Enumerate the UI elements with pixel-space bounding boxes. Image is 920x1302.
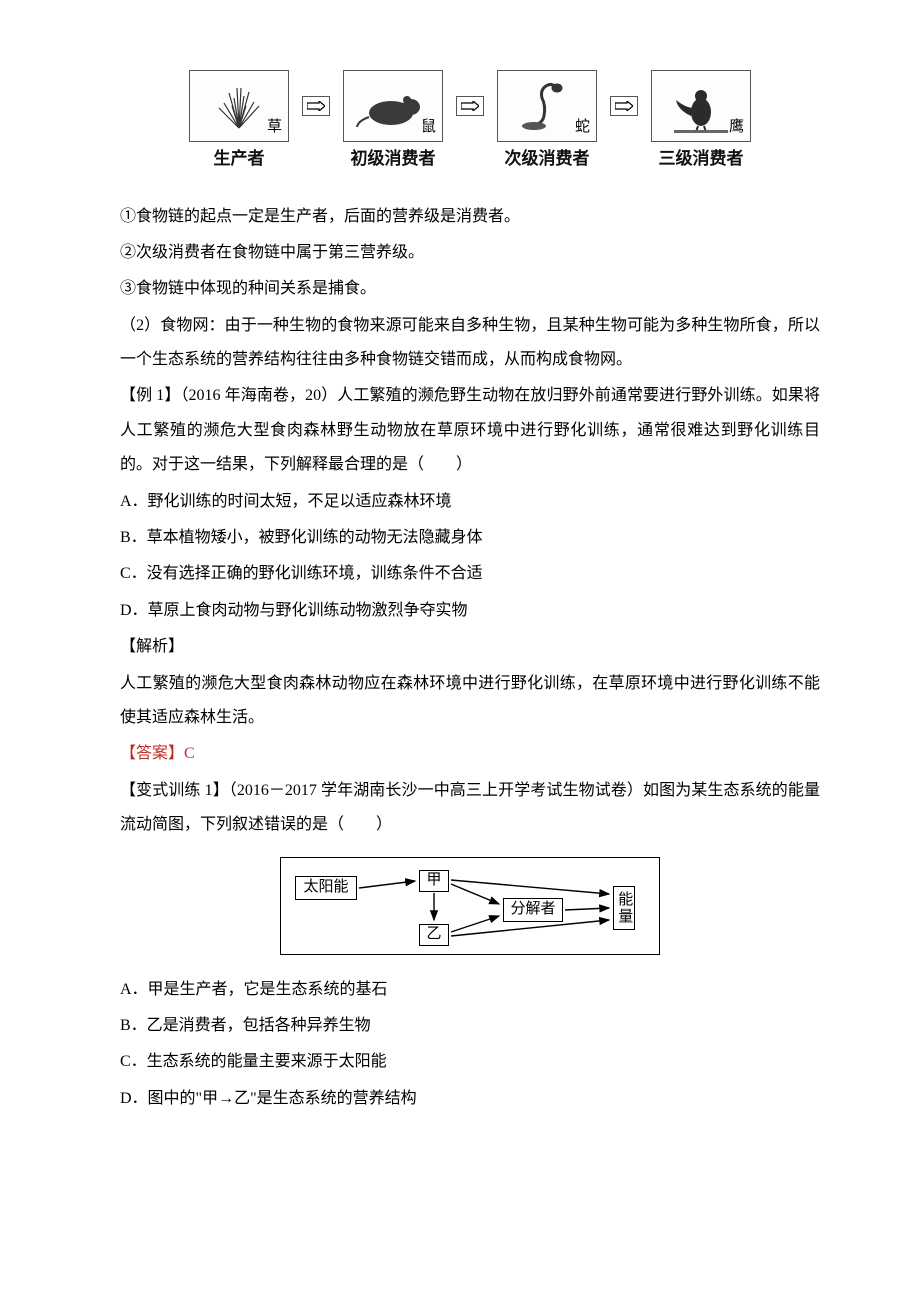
eagle-role: 三级消费者 [659, 146, 744, 172]
snake-image: 蛇 [497, 70, 597, 142]
text-p2: ②次级消费者在食物链中属于第三营养级。 [120, 236, 820, 270]
answer-text: 【答案】C [120, 737, 820, 771]
text-p4: （2）食物网：由于一种生物的食物来源可能来自多种生物，且某种生物可能为多种生物所… [120, 309, 820, 378]
chain-item-grass: 草 生产者 [184, 70, 294, 172]
chain-item-mouse: 鼠 初级消费者 [338, 70, 448, 172]
snake-icon [512, 78, 582, 134]
arrow-icon [302, 96, 330, 116]
eagle-label: 鹰 [729, 116, 744, 139]
variant1-question: 【变式训练 1】（2016－2017 学年湖南长沙一中高三上开学考试生物试卷）如… [120, 774, 820, 843]
example1-option-b: B．草本植物矮小，被野化训练的动物无法隐藏身体 [120, 521, 820, 555]
text-p3: ③食物链中体现的种间关系是捕食。 [120, 272, 820, 306]
mouse-image: 鼠 [343, 70, 443, 142]
example1-question: 【例 1】（2016 年海南卷，20）人工繁殖的濒危野生动物在放归野外前通常要进… [120, 379, 820, 482]
energy-flow-diagram: 太阳能 甲 乙 分解者 能量 [120, 857, 820, 955]
arrow-icon [456, 96, 484, 116]
food-chain-diagram: 草 生产者 鼠 初级消费者 [120, 70, 820, 172]
eagle-icon [666, 78, 736, 134]
flow-diagram-frame: 太阳能 甲 乙 分解者 能量 [280, 857, 660, 955]
grass-role: 生产者 [214, 146, 265, 172]
example1-option-c: C．没有选择正确的野化训练环境，训练条件不合适 [120, 557, 820, 591]
grass-label: 草 [267, 116, 282, 139]
snake-role: 次级消费者 [505, 146, 590, 172]
example1-option-d: D．草原上食肉动物与野化训练动物激烈争夺实物 [120, 594, 820, 628]
arrow-icon [610, 96, 638, 116]
text-p1: ①食物链的起点一定是生产者，后面的营养级是消费者。 [120, 200, 820, 234]
variant1-option-c: C．生态系统的能量主要来源于太阳能 [120, 1045, 820, 1079]
variant1-option-a: A．甲是生产者，它是生态系统的基石 [120, 973, 820, 1007]
chain-item-eagle: 鹰 三级消费者 [646, 70, 756, 172]
analysis-body: 人工繁殖的濒危大型食肉森林动物应在森林环境中进行野化训练，在草原环境中进行野化训… [120, 667, 820, 736]
mouse-label: 鼠 [421, 116, 436, 139]
variant1-option-d: D．图中的"甲→乙"是生态系统的营养结构 [120, 1082, 820, 1116]
analysis-label: 【解析】 [120, 630, 820, 664]
snake-label: 蛇 [575, 116, 590, 139]
eagle-image: 鹰 [651, 70, 751, 142]
chain-item-snake: 蛇 次级消费者 [492, 70, 602, 172]
flow-arrows [281, 858, 661, 956]
variant1-option-b: B．乙是消费者，包括各种异养生物 [120, 1009, 820, 1043]
mouse-role: 初级消费者 [351, 146, 436, 172]
grass-image: 草 [189, 70, 289, 142]
grass-icon [204, 78, 274, 134]
example1-option-a: A．野化训练的时间太短，不足以适应森林环境 [120, 485, 820, 519]
